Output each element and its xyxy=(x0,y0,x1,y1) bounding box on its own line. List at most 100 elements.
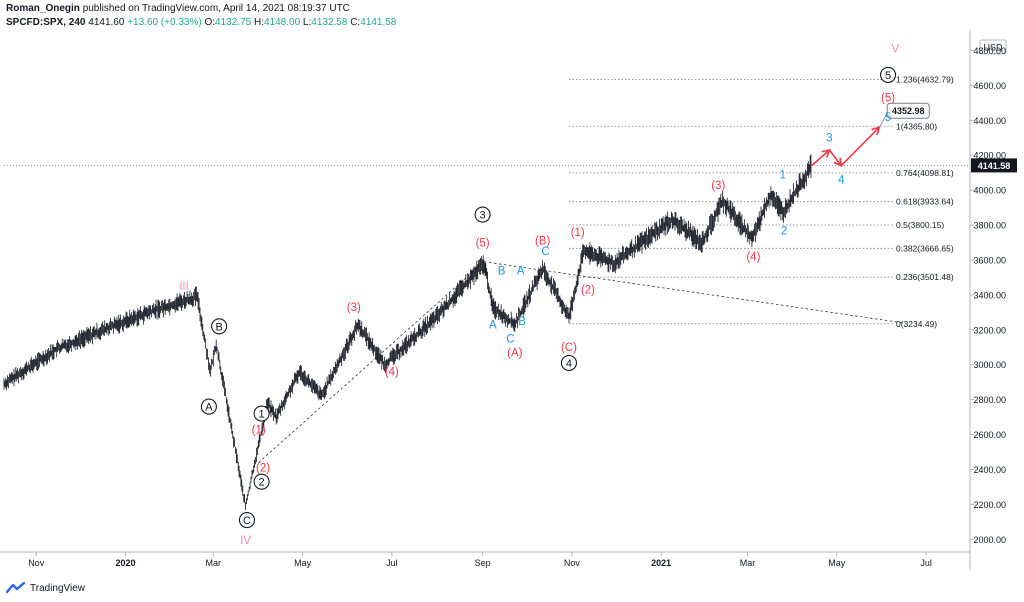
price-tick-label: 3600.00 xyxy=(973,255,1006,265)
wave-label: C xyxy=(541,246,549,258)
price-tick-label: 2000.00 xyxy=(973,535,1006,545)
fib-level-label: 0.236(3501.48) xyxy=(896,272,954,282)
wave-label: (3) xyxy=(347,302,361,314)
wave-label: 5 xyxy=(885,70,891,82)
wave-label: C xyxy=(243,515,251,527)
symbol-label: SPCFD:SPX, 240 xyxy=(6,17,86,28)
price-tick-label: 2200.00 xyxy=(973,500,1006,510)
wave-label: A xyxy=(489,320,497,332)
time-tick-label: Jul xyxy=(920,558,932,568)
wave-label: (4) xyxy=(746,251,760,263)
callout-pointer xyxy=(878,113,888,128)
currency-box xyxy=(979,39,1007,55)
wave-label-circle xyxy=(238,512,256,529)
price-tick-label: 3400.00 xyxy=(973,290,1006,300)
trendline xyxy=(258,261,485,463)
low-label: L: xyxy=(302,17,312,28)
time-tick-label: Mar xyxy=(206,558,222,568)
wave-label: A xyxy=(517,265,525,277)
publish-date: published on TradingView.com, April 14, … xyxy=(82,3,350,14)
projection-arrowhead xyxy=(833,157,843,168)
high-value: 4148.00 xyxy=(263,17,301,28)
projection-path xyxy=(811,126,880,167)
wave-label: (4) xyxy=(385,367,399,379)
price-tick-label: 2400.00 xyxy=(973,465,1006,475)
last-price-tag xyxy=(971,158,1017,173)
price-tick-label: 3200.00 xyxy=(973,325,1006,335)
fib-level-label: 0.618(3933.64) xyxy=(896,197,954,207)
last-price: 4141.60 xyxy=(88,17,125,28)
last-price-tag-label: 4141.58 xyxy=(978,161,1011,171)
fib-level-label: 0.764(4098.81) xyxy=(896,168,954,178)
price-tick-label: 4000.00 xyxy=(973,186,1006,196)
wave-label: 4 xyxy=(838,175,845,187)
price-tick-label: 4600.00 xyxy=(973,81,1006,91)
price-change: +13.60 (+0.33%) xyxy=(127,17,202,28)
wave-label-circle xyxy=(253,405,270,422)
wave-label-circle xyxy=(211,318,228,335)
wave-label: 1 xyxy=(259,409,265,421)
time-tick-label: May xyxy=(294,558,312,568)
price-tick-label: 2800.00 xyxy=(973,395,1006,405)
author-name[interactable]: Roman_Onegin xyxy=(6,3,80,14)
wave-label-circle xyxy=(474,206,491,223)
wave-label: B xyxy=(215,321,222,333)
time-tick-label: Jul xyxy=(386,558,398,568)
wave-label-circle xyxy=(560,354,578,371)
wave-label-circle xyxy=(253,473,270,490)
wave-label: A xyxy=(205,402,213,414)
tradingview-footer[interactable]: TradingView xyxy=(6,582,85,594)
projection-callout-box xyxy=(886,102,930,119)
wave-label: B xyxy=(498,265,506,277)
price-tick-label: 3800.00 xyxy=(973,221,1006,231)
wave-label: 5 xyxy=(885,112,891,124)
open-label: O: xyxy=(204,17,216,28)
wave-label: IV xyxy=(240,535,251,547)
fib-level-label: 1.236(4632.79) xyxy=(896,75,954,85)
wave-label: (C) xyxy=(561,342,577,354)
close-value: 4141.58 xyxy=(360,17,397,28)
ohlc-legend: SPCFD:SPX, 240 4141.60 +13.60 (+0.33%) O… xyxy=(6,17,396,28)
wave-label: (5) xyxy=(881,93,895,105)
publish-info: Roman_Onegin published on TradingView.co… xyxy=(6,3,350,14)
wave-label: 4 xyxy=(566,358,572,370)
time-tick-label: Nov xyxy=(564,558,581,568)
wave-label: (3) xyxy=(711,180,725,192)
wave-label: III xyxy=(179,281,189,293)
fib-level-label: 1(4365.80) xyxy=(896,121,937,131)
time-tick-label: 2020 xyxy=(115,558,135,568)
wave-label: 2 xyxy=(259,477,265,489)
tradingview-logo-icon xyxy=(6,582,26,594)
price-chart[interactable]: USD2000.002200.002400.002600.002800.0030… xyxy=(0,0,1024,580)
wave-label: V xyxy=(892,44,900,56)
open-value: 4132.75 xyxy=(215,17,252,28)
high-label: H: xyxy=(253,17,264,28)
wave-label: 2 xyxy=(781,225,787,237)
wave-label: B xyxy=(518,316,526,328)
wave-label: (2) xyxy=(256,463,270,475)
currency-label: USD xyxy=(983,43,1003,53)
price-tick-label: 3000.00 xyxy=(973,360,1006,370)
wave-label: (2) xyxy=(581,285,595,297)
time-tick-label: May xyxy=(828,558,846,568)
fib-level-label: 0.382(3666.65) xyxy=(896,243,954,253)
fib-level-label: 0(3234.49) xyxy=(896,319,937,329)
wave-label: (1) xyxy=(571,227,585,239)
wave-label: C xyxy=(506,334,514,346)
trendline xyxy=(484,261,903,324)
price-tick-label: 4400.00 xyxy=(973,116,1006,126)
time-tick-label: 2021 xyxy=(651,558,671,568)
wave-label: 1 xyxy=(779,169,785,181)
wave-label-circle xyxy=(879,66,897,83)
close-label: C: xyxy=(350,17,361,28)
time-tick-label: Sep xyxy=(475,558,491,568)
price-tick-label: 2600.00 xyxy=(973,430,1006,440)
wave-label: 3 xyxy=(480,210,486,222)
low-value: 4132.58 xyxy=(311,17,348,28)
projection-callout-label: 4352.98 xyxy=(892,106,925,116)
wave-label: (1) xyxy=(252,424,266,436)
wave-label-circle xyxy=(200,398,217,415)
time-tick-label: Nov xyxy=(28,558,45,568)
price-tick-label: 4200.00 xyxy=(973,151,1006,161)
price-bars xyxy=(3,154,812,510)
